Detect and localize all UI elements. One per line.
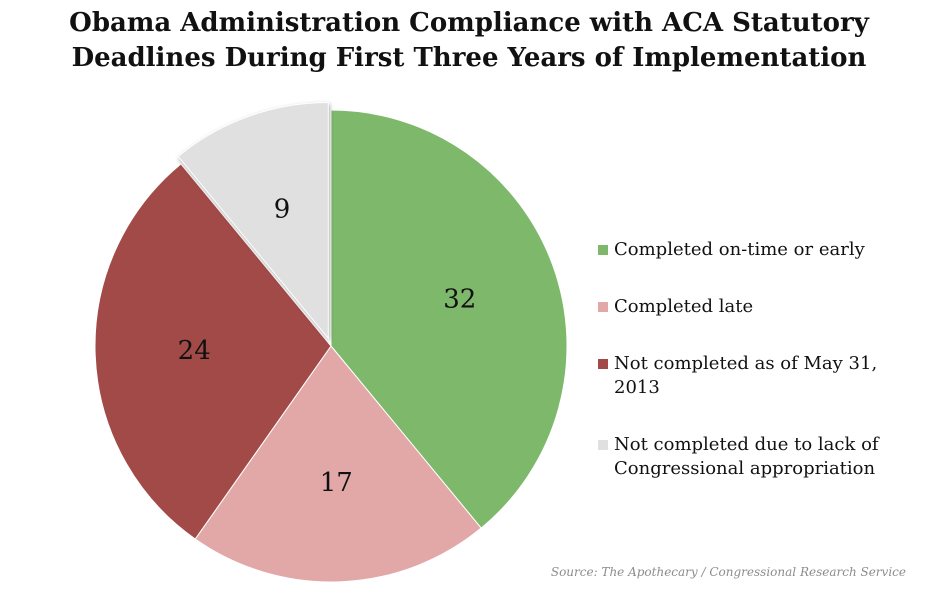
chart-title: Obama Administration Compliance with ACA… (0, 6, 938, 76)
slice-lack-of-appropriation (177, 101, 329, 340)
legend-item-completed-on-time: Completed on-time or early (598, 238, 928, 262)
chart-title-line-1: Obama Administration Compliance with ACA… (69, 8, 869, 38)
legend-label-lack-of-appropriation-line-1: Not completed due to lack of (614, 434, 879, 455)
legend-item-completed-late: Completed late (598, 295, 928, 319)
legend-swatch-completed-late (598, 302, 608, 312)
slice-completed-late (194, 345, 482, 583)
source-note: Source: The Apothecary / Congressional R… (550, 565, 906, 579)
legend-label-lack-of-appropriation-line-2: Congressional appropriation (614, 458, 876, 479)
legend-label-completed-late: Completed late (614, 296, 754, 317)
slice-not-completed (94, 163, 332, 540)
slice-lack-of-appropriation-value-label: 9 (274, 195, 291, 225)
slice-completed-on-time (330, 109, 568, 529)
legend-item-not-completed: Not completed as of May 31, 2013 (598, 352, 928, 400)
legend-swatch-completed-on-time (598, 245, 608, 255)
legend-swatch-not-completed (598, 359, 608, 369)
legend: Completed on-time or early Completed lat… (598, 238, 928, 481)
chart-title-line-2: Deadlines During First Three Years of Im… (71, 43, 867, 73)
slice-completed-on-time-value-label: 32 (443, 285, 476, 315)
slice-completed-late-value-label: 17 (320, 468, 353, 498)
legend-label-not-completed: Not completed as of May 31, 2013 (614, 353, 878, 398)
slice-not-completed-value-label: 24 (178, 336, 211, 366)
legend-item-lack-of-appropriation: Not completed due to lack of Congression… (598, 433, 928, 481)
legend-label-completed-on-time: Completed on-time or early (614, 239, 865, 260)
legend-swatch-lack-of-appropriation (598, 440, 608, 450)
